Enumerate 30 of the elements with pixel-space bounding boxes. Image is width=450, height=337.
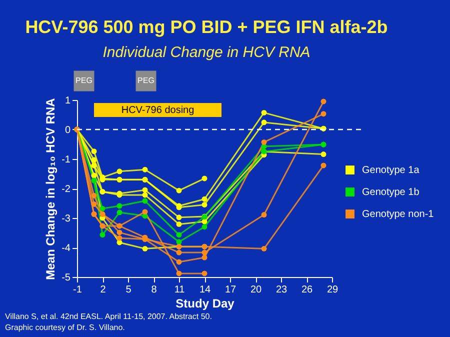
x-tick-label: 11 xyxy=(174,284,186,296)
legend-label: Genotype 1b xyxy=(362,187,420,198)
text: PEG xyxy=(138,76,154,85)
y-tick-label: 1 xyxy=(64,96,71,106)
y-tick-label: -1 xyxy=(62,154,71,166)
legend-label: Genotype non-1 xyxy=(362,209,434,220)
chart-subtitle: Individual Change in HCV RNA xyxy=(102,44,310,61)
x-tick-label: 20 xyxy=(250,284,262,296)
legend-label: Genotype 1a xyxy=(362,165,420,176)
y-axis-title: Mean Change in log₁₀ HCV RNA xyxy=(44,98,58,280)
x-tick-label: 14 xyxy=(199,284,211,296)
x-tick-label: 2 xyxy=(100,284,106,296)
text: Villano S, et al. 42nd EASL. April 11-15, 2007. Abstract 50. xyxy=(5,312,212,321)
x-tick-label: 29 xyxy=(326,284,338,296)
x-tick-label: 8 xyxy=(151,284,158,296)
text: PEG xyxy=(76,76,92,85)
y-tick-label: 0 xyxy=(64,125,71,136)
y-tick-label: -4 xyxy=(62,243,71,254)
y-tick-label: -5 xyxy=(62,272,71,284)
x-tick-label: -1 xyxy=(73,284,82,296)
x-tick-label: 26 xyxy=(301,284,313,296)
x-tick-label: 17 xyxy=(224,284,236,296)
chart-title: HCV-796 500 mg PO BID + PEG IFN alfa-2b xyxy=(25,17,388,37)
y-tick-label: -2 xyxy=(62,184,71,195)
x-tick-label: 5 xyxy=(126,284,132,296)
text: Graphic courtesy of Dr. S. Villano. xyxy=(5,323,125,332)
band-label: HCV-796 dosing xyxy=(121,105,194,116)
y-tick-label: -3 xyxy=(62,214,71,224)
x-tick-label: 23 xyxy=(276,284,288,296)
x-axis-title: Study Day xyxy=(176,296,235,310)
